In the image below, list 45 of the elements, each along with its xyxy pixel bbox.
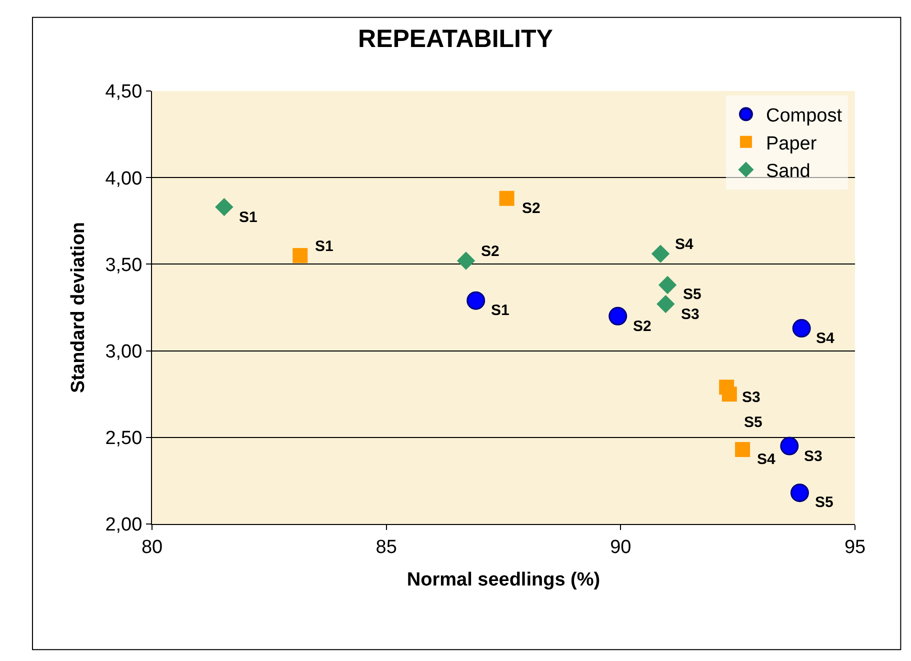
y-tick-label: 4,50 bbox=[105, 82, 142, 103]
annotation: S2 bbox=[481, 243, 500, 260]
point bbox=[735, 442, 750, 458]
point bbox=[499, 190, 514, 206]
y-tick-label: 3,50 bbox=[105, 254, 142, 276]
point bbox=[722, 386, 737, 402]
y-tick-label: 3,00 bbox=[105, 341, 142, 362]
annotation: S5 bbox=[683, 286, 702, 303]
x-tick-label: 95 bbox=[844, 536, 866, 558]
annotation: S3 bbox=[681, 306, 700, 323]
point bbox=[780, 436, 799, 456]
annotation: S5 bbox=[815, 494, 834, 511]
point bbox=[656, 294, 675, 314]
legend-label: Paper bbox=[766, 133, 818, 154]
annotation: S2 bbox=[633, 318, 652, 335]
annotation: S4 bbox=[757, 451, 776, 468]
annotation: S1 bbox=[239, 209, 258, 226]
annotation: S2 bbox=[522, 200, 540, 217]
point bbox=[466, 291, 486, 310]
point bbox=[608, 306, 628, 326]
legend-label: Sand bbox=[766, 160, 810, 182]
y-tick-label: 2,00 bbox=[105, 514, 142, 536]
point bbox=[292, 248, 308, 264]
annotation: S3 bbox=[804, 448, 822, 465]
annotation: S4 bbox=[816, 330, 836, 347]
x-tick-label: 90 bbox=[610, 536, 632, 558]
point bbox=[456, 252, 476, 270]
annotation: S5 bbox=[744, 414, 762, 431]
chart-title: REPEATABILITY bbox=[358, 25, 554, 54]
annotation: S1 bbox=[491, 302, 510, 319]
x-tick-label: 85 bbox=[376, 536, 397, 558]
point bbox=[651, 244, 670, 263]
x-tick-label: 80 bbox=[141, 536, 163, 558]
annotation: S1 bbox=[315, 238, 334, 255]
point bbox=[215, 198, 234, 216]
point bbox=[792, 319, 811, 338]
point bbox=[790, 484, 809, 502]
y-tick-label: 4,00 bbox=[105, 168, 142, 190]
y-tick-label: 2,50 bbox=[105, 428, 142, 450]
x-axis-title: Normal seedlings (%) bbox=[406, 570, 600, 591]
annotation: S3 bbox=[742, 389, 760, 406]
y-axis-title: Standard deviation bbox=[68, 222, 90, 394]
annotation: S4 bbox=[675, 236, 694, 253]
legend-label: Compost bbox=[766, 106, 843, 127]
point bbox=[658, 276, 677, 294]
